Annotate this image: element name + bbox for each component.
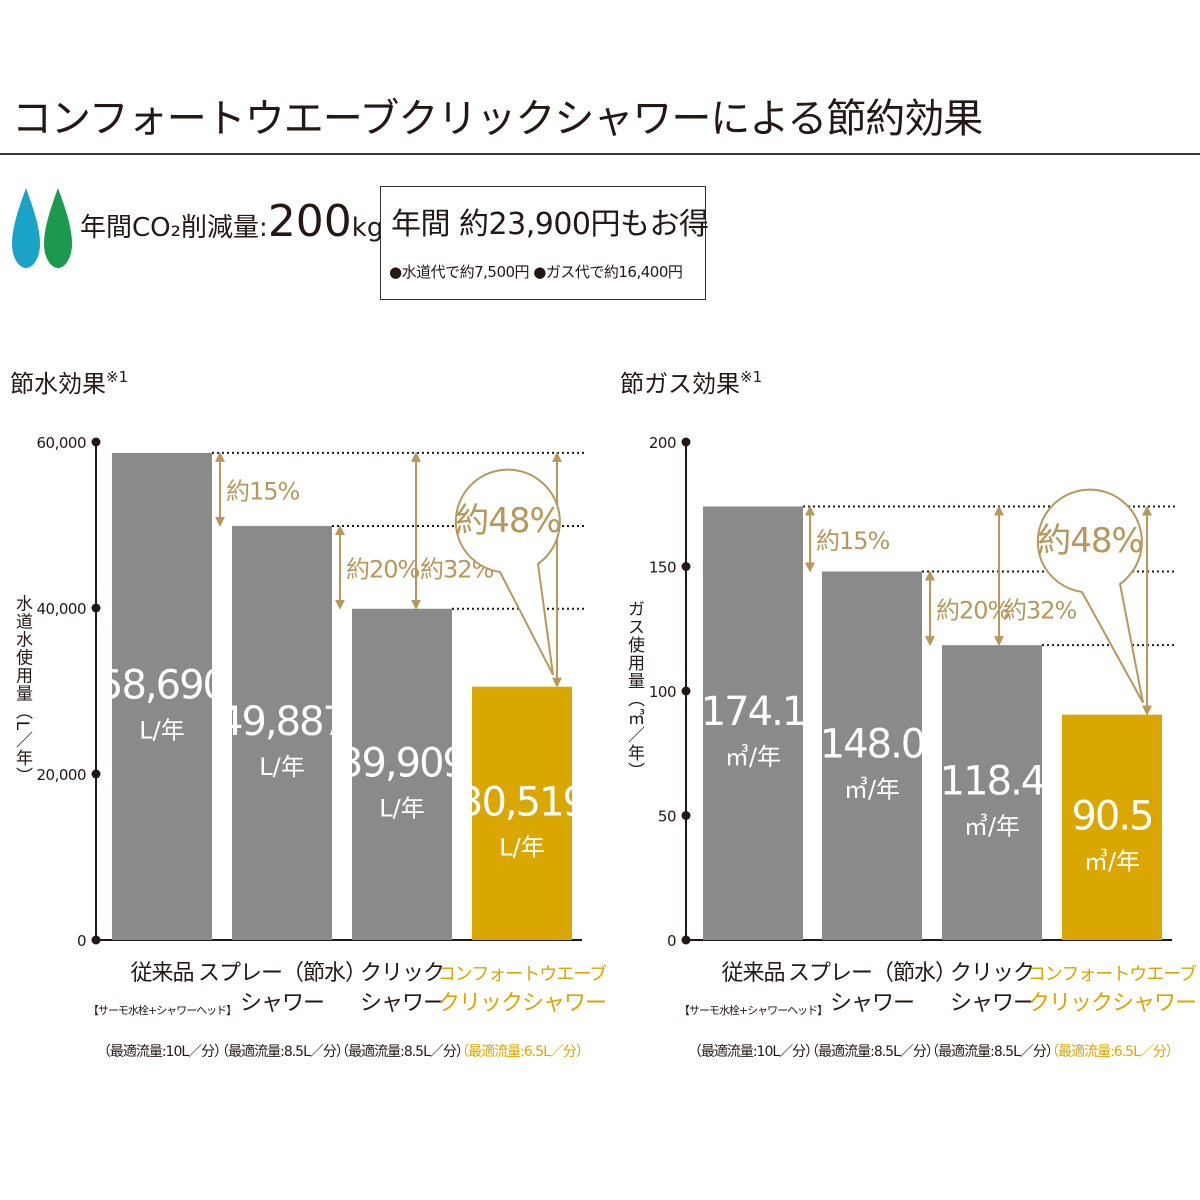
co2-value: 200 <box>267 196 352 247</box>
y-tick-label: 60,000 <box>37 434 87 452</box>
bar <box>352 608 452 940</box>
y-tick-dot <box>681 935 691 945</box>
category-sub-label: 【サーモ水栓+シャワーヘッド】 <box>679 1003 827 1017</box>
bar-value-label: 174.1 <box>701 689 806 735</box>
category-flow-label: （最適流量:6.5L／分） <box>455 1043 589 1060</box>
bar-value-label: 118.4 <box>940 759 1045 805</box>
y-tick-dot <box>681 811 691 820</box>
category-label: シャワー <box>950 991 1034 1016</box>
chart-title: 節水効果※1 <box>10 368 128 398</box>
category-flow-label: （最適流量:10L／分） <box>688 1043 818 1060</box>
category-label: クリック <box>950 961 1034 986</box>
bar-unit-label: L/年 <box>259 753 304 781</box>
category-flow-label: （最適流量:8.5L／分） <box>805 1043 939 1060</box>
co2-unit: kg <box>351 213 384 243</box>
bar-value-label: 49,887 <box>218 699 346 745</box>
chart-title-note: ※1 <box>106 368 128 386</box>
bar-unit-label: ㎥/年 <box>964 813 1020 841</box>
category-label: シャワー <box>830 991 914 1016</box>
y-tick-label: 0 <box>77 932 86 950</box>
bar <box>232 525 332 940</box>
bar-unit-label: ㎥/年 <box>725 743 781 771</box>
category-label: スプレー（節水） <box>198 961 366 986</box>
category-label: 従来品 <box>130 961 193 986</box>
bar-unit-label: ㎥/年 <box>1084 847 1140 875</box>
y-tick-dot <box>681 437 691 447</box>
chart-title-text: 節水効果 <box>10 370 106 398</box>
category-label: コンフォートウエーブ <box>438 963 607 985</box>
bar-unit-label: L/年 <box>379 794 424 822</box>
chart-title-text: 節ガス効果 <box>620 370 740 398</box>
category-label: クリックシャワー <box>438 991 606 1016</box>
reduction-label: 約15% <box>816 527 890 555</box>
chart-title: 節ガス効果※1 <box>620 368 762 398</box>
y-tick-label: 150 <box>649 559 676 577</box>
category-flow-label: （最適流量:8.5L／分） <box>925 1043 1059 1060</box>
y-tick-dot <box>681 686 691 696</box>
bar <box>472 686 572 940</box>
category-label: 従来品 <box>721 961 784 986</box>
bar-unit-label: L/年 <box>499 833 544 861</box>
reduction-label: 約48% <box>1037 521 1143 561</box>
bar-value-label: 58,690 <box>98 662 226 708</box>
bar <box>1062 714 1162 940</box>
annual-savings-box: 年間 約23,900円もお得 ●水道代で約7,500円 ●ガス代で約16,400… <box>380 186 709 300</box>
bar <box>822 571 922 940</box>
green-drop-icon <box>44 188 72 268</box>
bar-unit-label: ㎥/年 <box>844 776 900 804</box>
bar-value-label: 39,909 <box>338 740 466 786</box>
bar-unit-label: L/年 <box>139 716 184 744</box>
annual-savings-detail: ●水道代で約7,500円 ●ガス代で約16,400円 <box>389 263 683 281</box>
y-tick-dot <box>91 437 101 447</box>
y-tick-label: 0 <box>667 932 676 950</box>
y-axis-label: ガス使用量（㎥／年） <box>624 600 645 780</box>
title-divider <box>0 153 1200 155</box>
reduction-label: 約20% <box>346 555 420 583</box>
category-flow-label: （最適流量:8.5L／分） <box>215 1043 349 1060</box>
category-label: クリック <box>360 961 444 986</box>
bar <box>703 506 803 940</box>
page-title: コンフォートウエーブクリックシャワーによる節約効果 <box>12 96 983 142</box>
category-label: スプレー（節水） <box>788 961 956 986</box>
category-flow-label: （最適流量:10L／分） <box>97 1043 227 1060</box>
blue-drop-icon <box>12 188 40 268</box>
annual-savings-headline: 年間 約23,900円もお得 <box>391 207 709 242</box>
y-tick-dot <box>681 562 691 571</box>
bar-value-label: 90.5 <box>1071 793 1152 839</box>
y-tick-dot <box>91 769 101 779</box>
y-tick-label: 50 <box>658 808 676 826</box>
y-tick-dot <box>91 603 101 613</box>
chart-gas: 節ガス効果※1 ガス使用量（㎥／年） 0 50 100 150 200 174.1 ㎥/年従来品… <box>620 368 1198 1060</box>
bar <box>942 645 1042 940</box>
category-label: クリックシャワー <box>1028 991 1196 1016</box>
category-flow-label: （最適流量:8.5L／分） <box>335 1043 469 1060</box>
category-label: シャワー <box>360 991 444 1016</box>
bar <box>112 452 212 940</box>
reduction-label: 約48% <box>455 501 561 541</box>
bar-value-label: 148.0 <box>820 722 925 768</box>
reduction-label: 約15% <box>226 477 300 505</box>
reduction-bubble <box>1036 488 1144 704</box>
y-tick-label: 200 <box>649 434 676 452</box>
y-tick-label: 100 <box>649 683 676 701</box>
category-label: シャワー <box>240 991 324 1016</box>
co2-label: 年間CO₂削減量: <box>80 213 268 243</box>
y-tick-label: 20,000 <box>37 766 87 784</box>
reduction-label: 約32% <box>1003 596 1077 624</box>
category-label: コンフォートウエーブ <box>1028 963 1197 985</box>
chart-title-note: ※1 <box>740 368 762 386</box>
y-axis-label: 水道水使用量（L／年） <box>12 595 33 786</box>
category-flow-label: （最適流量:6.5L／分） <box>1045 1043 1179 1060</box>
category-sub-label: 【サーモ水栓+シャワーヘッド】 <box>88 1003 236 1017</box>
y-tick-dot <box>91 935 101 945</box>
chart-water: 節水効果※1 水道水使用量（L／年） 0 20,000 40,000 60,000 58,6… <box>10 368 608 1060</box>
co2-reduction: 年間CO₂削減量:200kg <box>80 196 383 247</box>
bar-value-label: 30,519 <box>458 779 586 825</box>
y-tick-label: 40,000 <box>37 600 87 618</box>
water-drops-icon <box>12 188 72 268</box>
reduction-bubble <box>454 468 561 676</box>
